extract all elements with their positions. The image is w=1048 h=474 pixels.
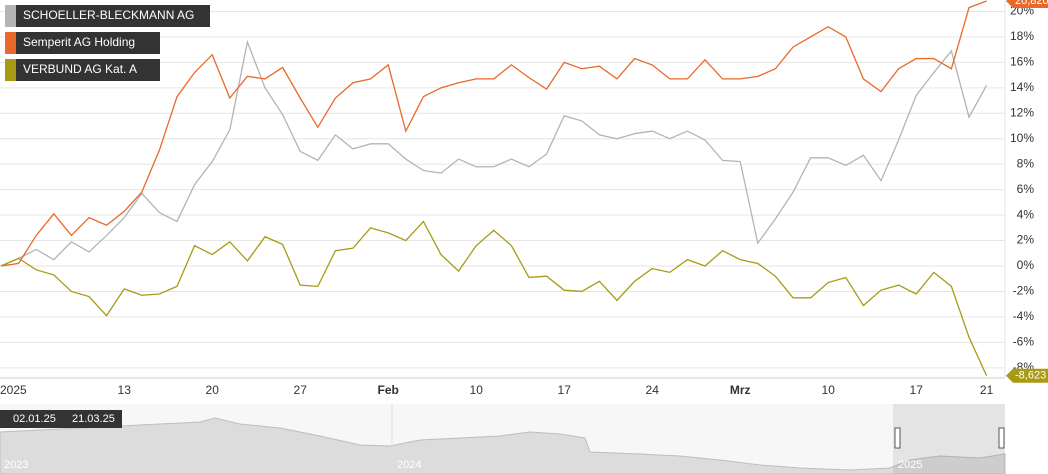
- y-tick-label: 18%: [1010, 29, 1034, 43]
- y-tick-label: 10%: [1010, 131, 1034, 145]
- legend-label: Semperit AG Holding: [23, 35, 135, 49]
- legend-swatch: [5, 32, 16, 54]
- legend-box: [5, 5, 210, 27]
- x-tick-label: 21: [980, 383, 994, 397]
- series-line: [0, 0, 987, 267]
- y-tick-label: -2%: [1013, 284, 1035, 298]
- navigator-handle[interactable]: [894, 427, 901, 449]
- navigator-window[interactable]: [893, 404, 1005, 474]
- end-label-text: -8,623: [1015, 370, 1046, 382]
- end-label-text: 20,820: [1015, 0, 1048, 7]
- x-tick-label: 20: [206, 383, 220, 397]
- y-tick-label: 6%: [1017, 182, 1035, 196]
- range-label: 21.03.25: [72, 413, 115, 425]
- range-label: 02.01.25: [13, 413, 56, 425]
- legend-box: [5, 32, 160, 54]
- end-label: 20,820: [1006, 0, 1048, 9]
- x-tick-label: 17: [910, 383, 924, 397]
- x-tick-label: 2025: [0, 383, 27, 397]
- legend-swatch: [5, 5, 16, 27]
- navigator-handle[interactable]: [998, 427, 1005, 449]
- x-tick-label: 10: [822, 383, 836, 397]
- range-box: [0, 410, 122, 428]
- end-label: -8,623: [1006, 368, 1048, 383]
- x-tick-label: 17: [558, 383, 572, 397]
- y-tick-label: 14%: [1010, 80, 1034, 94]
- y-tick-label: 12%: [1010, 105, 1034, 119]
- end-flag: [1006, 0, 1048, 9]
- x-tick-label: 10: [470, 383, 484, 397]
- end-flag: [1006, 368, 1048, 383]
- x-tick-label: 24: [646, 383, 660, 397]
- legend-box: [5, 59, 160, 81]
- x-tick-label: Mrz: [730, 383, 751, 397]
- legend-item[interactable]: VERBUND AG Kat. A: [5, 59, 160, 81]
- series-line: [0, 39, 988, 267]
- legend-label: SCHOELLER-BLECKMANN AG: [23, 8, 194, 22]
- x-tick-label: 13: [118, 383, 132, 397]
- y-tick-label: 16%: [1010, 55, 1034, 69]
- legend-item[interactable]: Semperit AG Holding: [5, 32, 160, 54]
- navigator-area: [0, 417, 1006, 474]
- y-tick-label: 0%: [1017, 258, 1035, 272]
- y-tick-label: -4%: [1013, 309, 1035, 323]
- legend-swatch: [5, 59, 16, 81]
- navigator-label: 2025: [898, 459, 922, 471]
- legend-label: VERBUND AG Kat. A: [23, 62, 137, 76]
- series-line: [0, 220, 988, 377]
- x-tick-label: Feb: [378, 383, 399, 397]
- y-tick-label: -6%: [1013, 335, 1035, 349]
- navigator-label: 2024: [397, 459, 421, 471]
- y-tick-label: 2%: [1017, 233, 1035, 247]
- navigator-label: 2023: [4, 459, 28, 471]
- navigator[interactable]: 2023 2024 2025 02.01.25 21.03.25: [0, 404, 1006, 474]
- y-tick-label: 8%: [1017, 156, 1035, 170]
- x-tick-label: 27: [294, 383, 308, 397]
- legend-item[interactable]: SCHOELLER-BLECKMANN AG: [5, 5, 210, 27]
- y-tick-label: 4%: [1017, 207, 1035, 221]
